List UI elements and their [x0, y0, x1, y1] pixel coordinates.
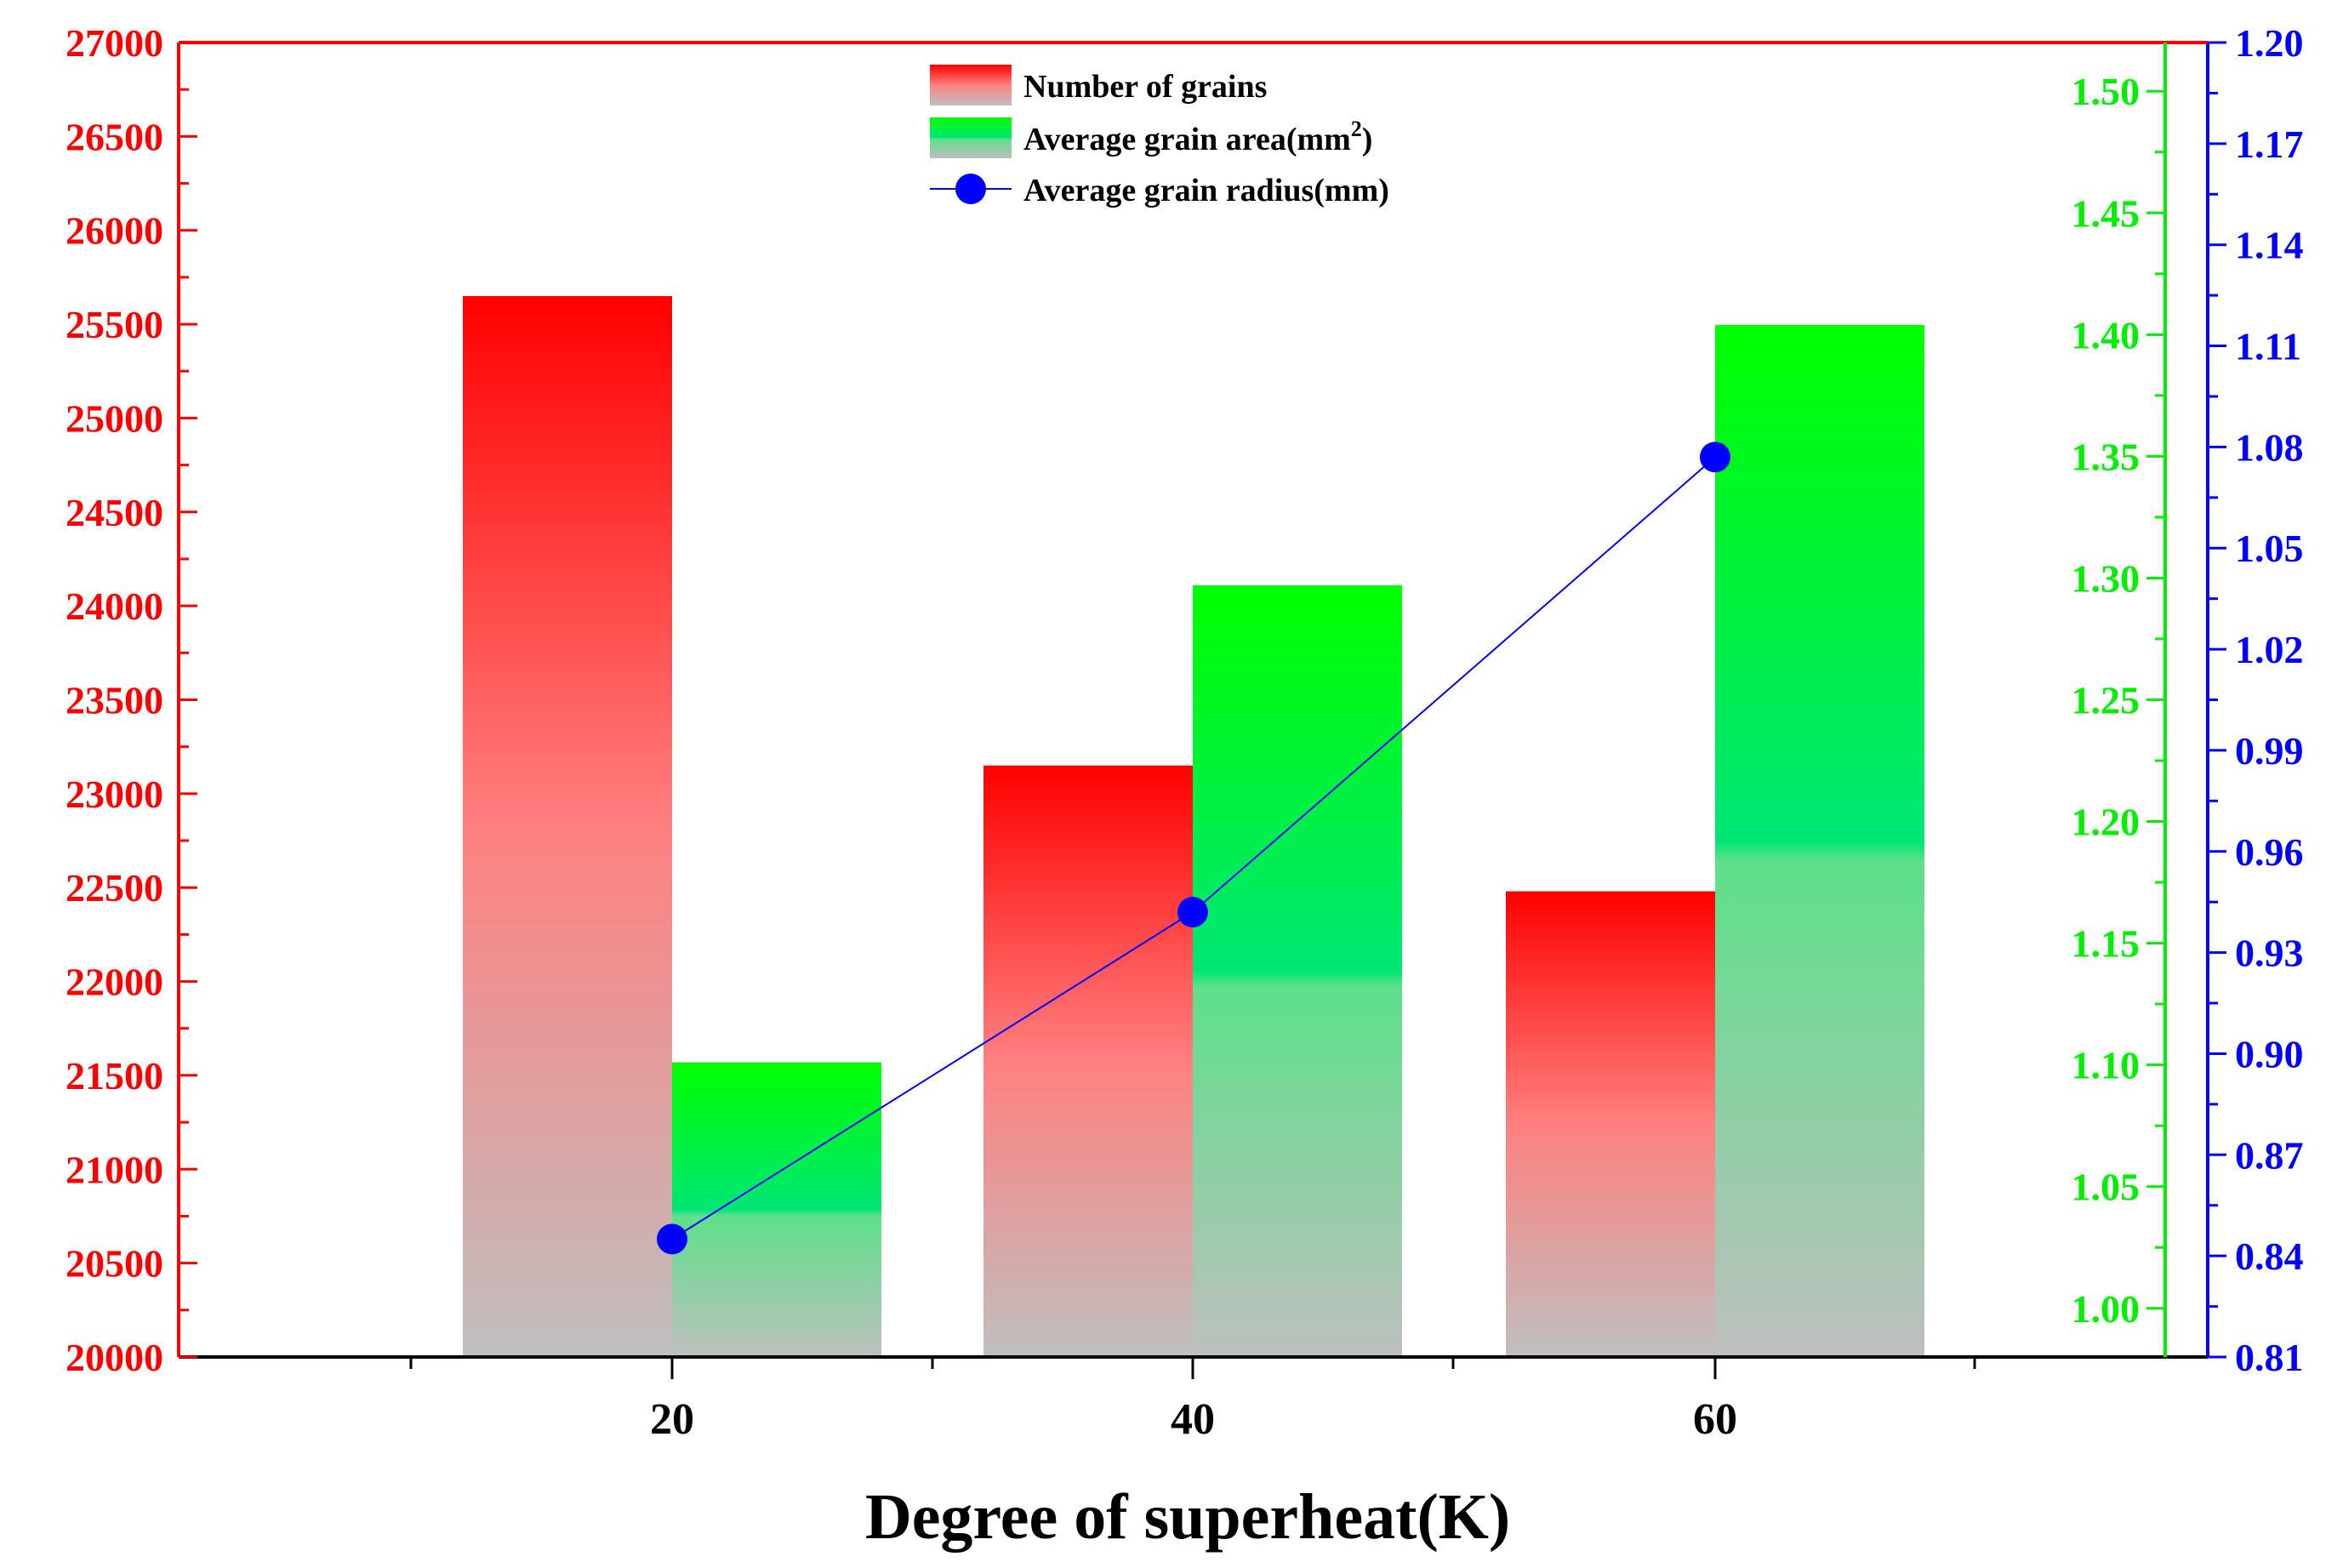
right-inner-tick-label: 1.05	[2072, 1166, 2141, 1209]
left-tick-label: 20500	[66, 1242, 163, 1286]
legend: Number of grains Average grain area(mm2)…	[930, 65, 1389, 208]
bar-average-grain-area-60	[1715, 324, 1924, 1357]
bar-average-grain-area-20	[672, 1062, 881, 1357]
right-outer-tick-label: 0.96	[2235, 830, 2304, 874]
number-of-grains-bars	[463, 295, 1715, 1357]
average-grain-area-bars	[672, 324, 1924, 1357]
right-outer-tick-label: 0.81	[2235, 1336, 2304, 1379]
left-tick-label: 22500	[66, 866, 163, 909]
right-inner-tick-label: 1.45	[2072, 191, 2141, 235]
left-tick-label: 24000	[66, 584, 163, 628]
right-outer-tick-label: 1.08	[2235, 425, 2304, 469]
left-tick-label: 23000	[66, 773, 163, 816]
right-outer-tick-label: 1.05	[2235, 527, 2304, 570]
right-inner-tick-label: 1.15	[2072, 922, 2141, 966]
right-outer-tick-label: 1.02	[2235, 628, 2304, 671]
right-outer-tick-label: 1.14	[2235, 224, 2304, 267]
legend-marker-average-grain-radius	[955, 174, 986, 204]
left-tick-label: 23500	[66, 679, 163, 722]
x-tick-label: 60	[1693, 1395, 1737, 1444]
right-outer-tick-label: 1.20	[2235, 21, 2304, 65]
left-tick-label: 25000	[66, 396, 163, 440]
point-average-grain-radius-20	[657, 1223, 687, 1255]
x-tick-label: 40	[1171, 1395, 1215, 1444]
legend-label-number-of-grains: Number of grains	[1023, 69, 1267, 105]
left-tick-label: 25500	[66, 303, 163, 346]
right-inner-tick-label: 1.10	[2072, 1044, 2141, 1087]
right-outer-tick-label: 0.84	[2235, 1234, 2304, 1278]
right-inner-tick-label: 1.40	[2072, 313, 2141, 356]
right-inner-tick-label: 1.35	[2072, 435, 2141, 478]
bar-number-of-grains-40	[983, 765, 1193, 1357]
right-inner-tick-label: 1.25	[2072, 679, 2141, 722]
left-tick-label: 21500	[66, 1054, 163, 1098]
right-outer-tick-label: 0.87	[2235, 1133, 2304, 1177]
x-axis-title: Degree of superheat(K)	[865, 1481, 1510, 1553]
left-tick-label: 27000	[66, 21, 163, 65]
right-inner-tick-label: 1.00	[2072, 1287, 2141, 1331]
left-tick-label: 22000	[66, 961, 163, 1004]
point-average-grain-radius-40	[1177, 897, 1208, 928]
left-tick-label: 26500	[66, 115, 163, 158]
left-tick-label: 21000	[66, 1148, 163, 1191]
axis-ticks: 20000 20500 21000 21500 22000 22500 23000 23500…	[66, 21, 2304, 1444]
legend-swatch-average-grain-area	[930, 117, 1012, 158]
legend-swatch-number-of-grains	[930, 65, 1012, 105]
bar-number-of-grains-20	[463, 295, 672, 1357]
left-tick-label: 20000	[66, 1336, 163, 1379]
right-outer-tick-label: 1.17	[2235, 123, 2304, 166]
right-outer-tick-label: 0.90	[2235, 1032, 2304, 1075]
right-inner-tick-label: 1.30	[2072, 556, 2141, 600]
left-tick-label: 26000	[66, 209, 163, 253]
legend-label-average-grain-radius: Average grain radius(mm)	[1023, 173, 1389, 208]
point-average-grain-radius-60	[1700, 442, 1730, 473]
right-outer-tick-label: 1.11	[2235, 325, 2301, 368]
right-inner-tick-label: 1.20	[2072, 801, 2141, 844]
right-outer-tick-label: 0.93	[2235, 932, 2304, 975]
bar-number-of-grains-60	[1506, 891, 1715, 1357]
left-tick-label: 24500	[66, 491, 163, 534]
right-inner-tick-label: 1.50	[2072, 70, 2141, 113]
average-grain-radius-line	[657, 442, 1730, 1255]
x-tick-label: 20	[650, 1395, 694, 1444]
legend-label-average-grain-area: Average grain area(mm2)	[1023, 117, 1372, 157]
right-outer-tick-label: 0.99	[2235, 729, 2304, 773]
bar-average-grain-area-40	[1193, 585, 1402, 1357]
